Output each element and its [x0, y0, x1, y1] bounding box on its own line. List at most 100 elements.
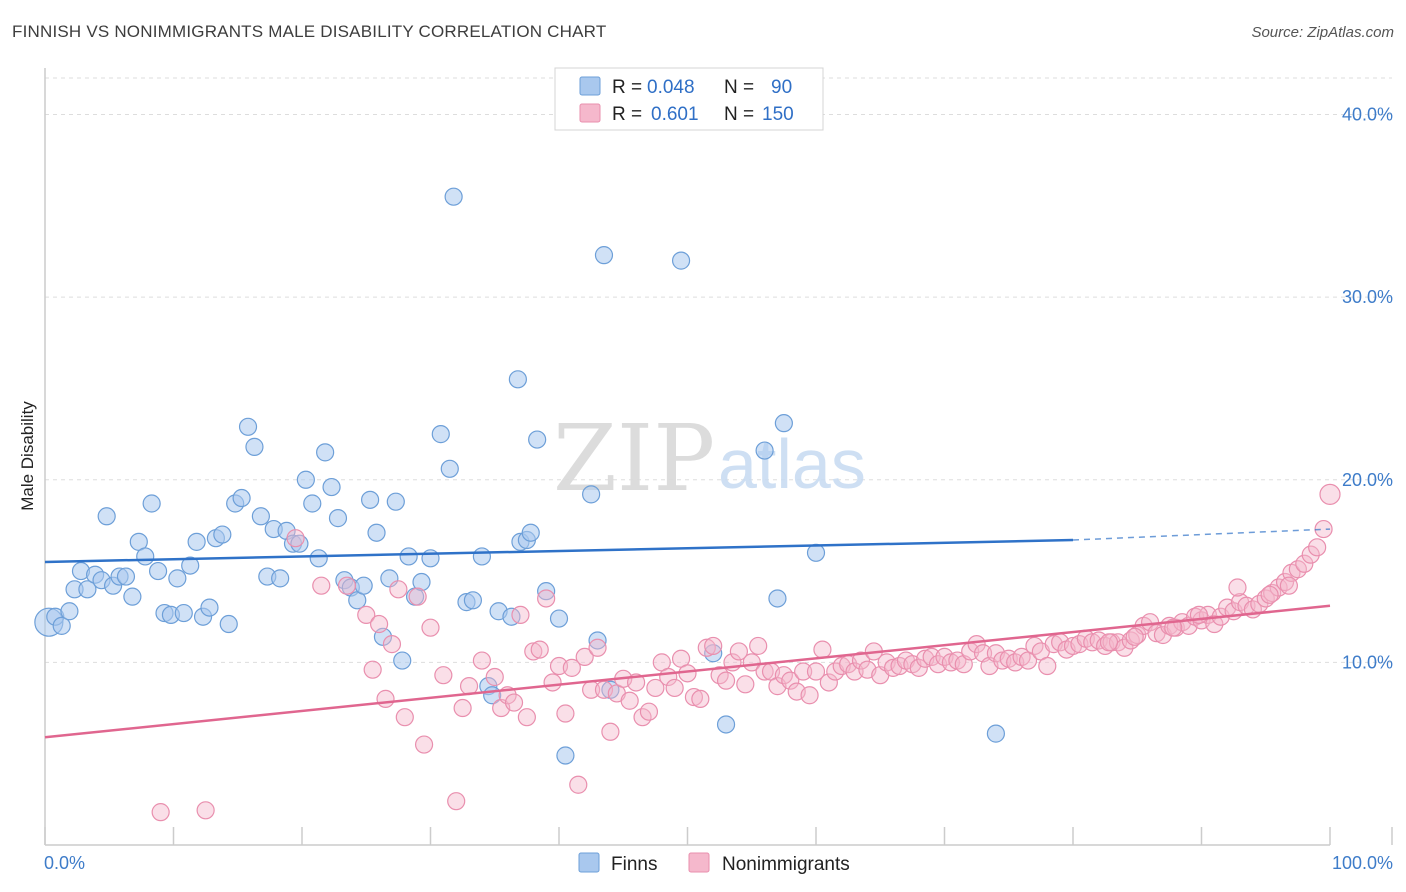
nonimmigrants-point — [697, 638, 716, 657]
y-tick-label-20: 20.0% — [1342, 470, 1393, 490]
finns-point — [174, 603, 193, 623]
nonimmigrants-point — [800, 686, 819, 705]
nonimmigrants-point — [196, 801, 215, 820]
finns-point — [412, 572, 431, 592]
nonimmigrants-point — [569, 775, 588, 794]
y-tick-labels: 10.0% 20.0% 30.0% 40.0% — [1342, 105, 1393, 673]
nonimmigrants-point — [524, 642, 543, 661]
nonimmigrants-point — [472, 651, 491, 670]
nonimmigrants-point — [704, 636, 723, 656]
nonimmigrants-point — [312, 576, 331, 595]
finns-point — [322, 477, 341, 497]
finns-point — [440, 459, 459, 478]
finns-point — [123, 587, 142, 606]
finns-point — [444, 187, 463, 206]
nonimmigrants-point — [421, 618, 440, 637]
nonimmigrants-point — [646, 678, 665, 698]
nonimmigrants-point — [967, 635, 986, 654]
nonimmigrants-point — [819, 673, 838, 692]
finns-n-label: N = — [724, 77, 754, 98]
y-axis-title: Male Disability — [18, 401, 37, 511]
finns-swatch — [579, 76, 601, 96]
nonimmigrants-point — [794, 662, 813, 681]
finns-point — [136, 547, 155, 566]
nonimmigrants-point — [575, 647, 594, 667]
nonimmigrants-point — [1295, 554, 1314, 573]
watermark-atlas: atlas — [718, 425, 866, 503]
y-tick-label-30: 30.0% — [1342, 287, 1393, 307]
finns-point — [386, 492, 405, 511]
finns-point — [367, 523, 386, 542]
finns-point — [309, 549, 328, 568]
y-tick-label-40: 40.0% — [1342, 105, 1393, 125]
nonimmigrants-point — [1038, 656, 1057, 676]
finns-r-label: R = — [612, 77, 642, 98]
nonimmigrants-point — [851, 651, 871, 670]
nonimmigrants-point — [1228, 578, 1247, 597]
finns-point — [271, 569, 290, 588]
legend-nonimmigrants-swatch — [688, 852, 710, 873]
finns-point — [755, 441, 774, 460]
finns-point — [251, 507, 270, 526]
finns-trend-line — [44, 538, 1074, 564]
nonimmigrants-point — [1125, 627, 1144, 646]
finns-trend-extension — [1072, 528, 1331, 541]
finns-point — [232, 488, 251, 508]
nonimmigrants-point — [395, 708, 414, 727]
nonimmigrants-point — [537, 589, 556, 608]
nonimmigrants-point — [434, 666, 453, 685]
finns-point — [148, 561, 168, 581]
nonimmigrants-point — [1260, 585, 1279, 604]
finns-point — [431, 425, 450, 444]
finns-point — [296, 470, 315, 489]
finns-point — [361, 490, 380, 509]
finns-point — [537, 582, 556, 601]
finns-point — [328, 509, 348, 528]
finns-point — [399, 547, 418, 566]
grid-lines — [45, 77, 1392, 663]
finns-point — [200, 598, 219, 617]
x-ticks — [44, 827, 1393, 845]
series-legend: Finns Nonimmigrants — [578, 852, 850, 875]
nonimmigrants-point — [389, 580, 408, 599]
nonimmigrants-point — [1301, 545, 1320, 564]
finns-point — [472, 547, 491, 566]
non-n-label: N = — [724, 104, 754, 125]
nonimmigrants-point — [749, 636, 768, 656]
nonimmigrants-swatch — [579, 103, 601, 123]
finns-point — [671, 251, 691, 270]
nonimmigrants-point — [729, 642, 749, 661]
nonimmigrants-point — [357, 605, 376, 625]
finns-point — [393, 651, 412, 670]
finns-point — [213, 525, 232, 544]
nonimmigrants-point — [1099, 633, 1119, 652]
chart-title: FINNISH VS NONIMMIGRANTS MALE DISABILITY… — [12, 22, 607, 41]
finns-point — [716, 715, 736, 734]
nonimmigrants-point — [376, 689, 395, 709]
nonimmigrants-point — [382, 635, 402, 654]
nonimmigrants-point — [1205, 614, 1224, 634]
finns-point — [421, 549, 440, 568]
finns-point — [303, 494, 322, 513]
nonimmigrants-point — [556, 704, 575, 723]
finns-points — [34, 187, 1006, 765]
x-tick-label-max: 100.0% — [1332, 853, 1393, 873]
trend-lines — [44, 528, 1331, 739]
nonimmigrants-point — [517, 708, 536, 727]
finns-point — [97, 507, 116, 526]
source-credit: Source: ZipAtlas.com — [1251, 24, 1394, 41]
nonimmigrants-point — [742, 653, 761, 672]
finns-n-value: 90 — [771, 77, 792, 98]
nonimmigrants-point — [414, 735, 434, 754]
y-tick-label-10: 10.0% — [1342, 652, 1393, 672]
finns-point — [187, 532, 206, 551]
nonimmigrants-point — [736, 675, 755, 694]
nonimmigrants-point — [151, 803, 170, 822]
nonimmigrants-point — [691, 689, 710, 709]
nonimmigrants-point — [1319, 483, 1341, 505]
finns-point — [582, 485, 601, 504]
nonimmigrants-point — [684, 687, 704, 707]
nonimmigrants-point — [1279, 576, 1298, 595]
legend-finns-label: Finns — [611, 854, 657, 875]
nonimmigrants-point — [601, 722, 620, 741]
